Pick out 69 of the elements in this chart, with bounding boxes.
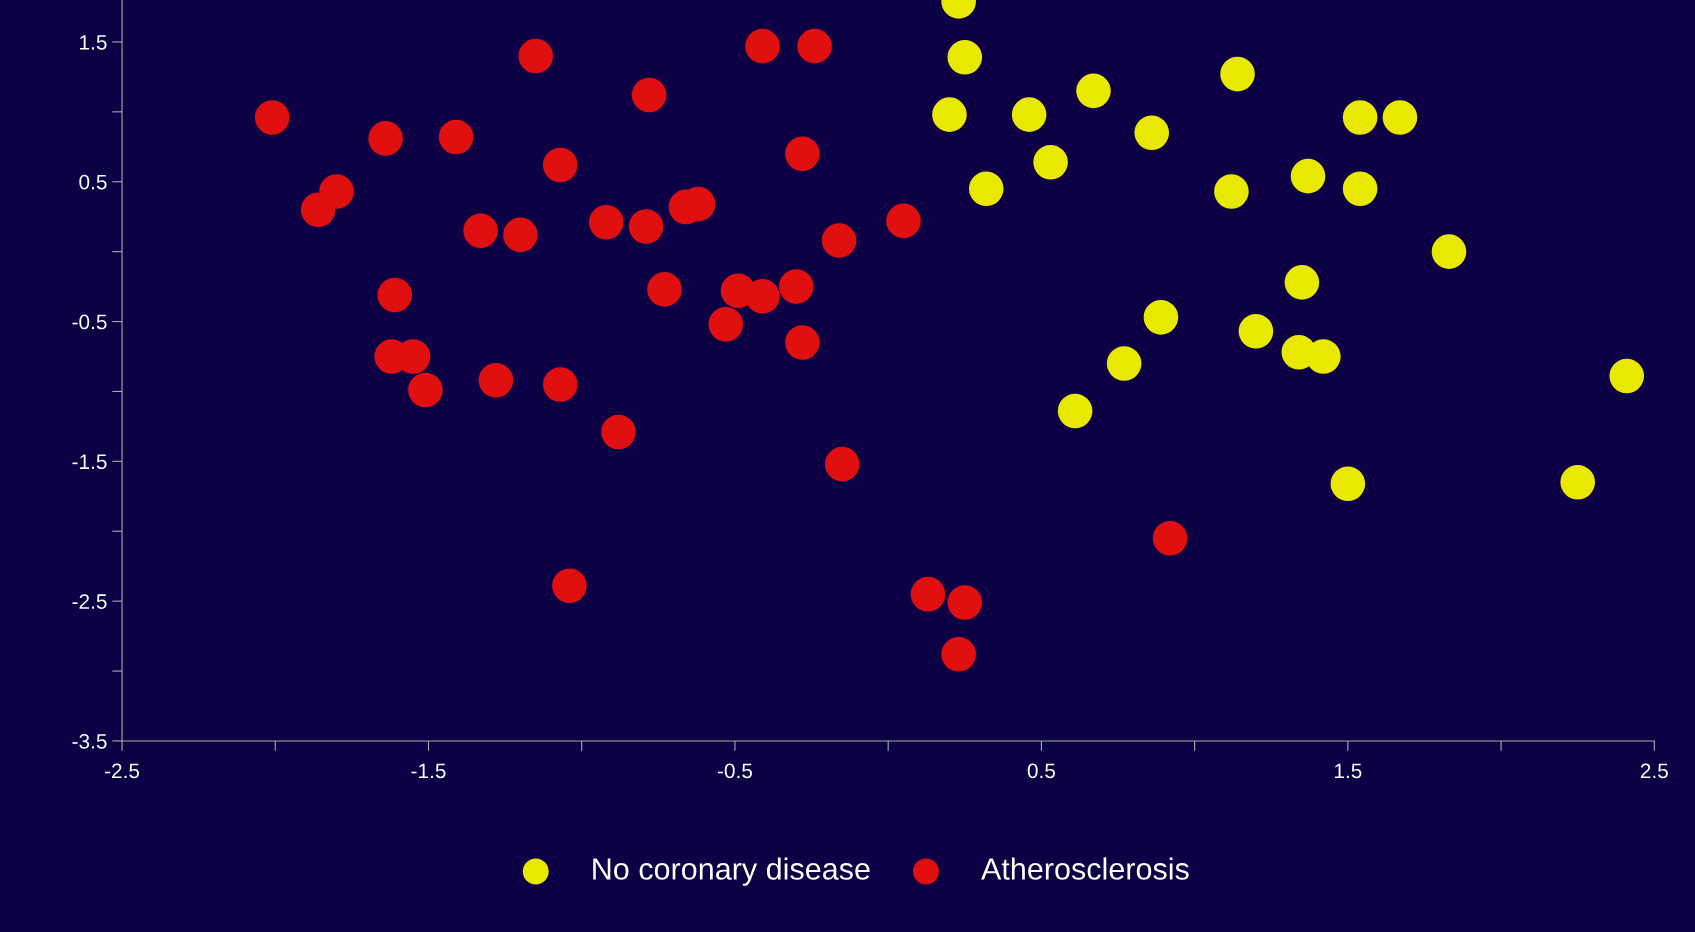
point [1560,465,1595,500]
x-tick-label: 2.5 [1640,763,1668,779]
point [463,213,498,248]
point [478,362,514,398]
point [778,269,814,304]
point [601,414,636,450]
point [1238,314,1274,349]
point [647,272,682,307]
point [254,100,290,135]
y-tick-label: 0.5 [79,174,107,190]
point [785,136,820,172]
point [1609,358,1645,394]
x-tick-label: 0.5 [1027,763,1056,779]
point [1134,115,1170,151]
point [1143,300,1179,335]
y-tick-label: 1.5 [80,35,107,50]
y-tick-label: -2.5 [72,594,107,609]
point [1290,158,1326,194]
point [368,121,403,156]
point [631,77,667,113]
point [941,636,976,672]
point [1214,174,1249,209]
legend-label: No coronary disease [593,857,870,886]
point [1431,234,1467,269]
point [1152,520,1188,556]
y-tick-label: -0.5 [72,314,107,330]
point [1342,171,1378,207]
legend-label: Atherosclerosis [981,857,1189,880]
point [968,171,1004,207]
y-tick-label: -3.5 [72,733,107,749]
point [1057,393,1093,429]
point [438,119,474,155]
x-tick-label: -2.5 [105,763,140,779]
point [503,217,538,253]
point [745,279,780,314]
point [542,367,578,402]
x-tick-label: -1.5 [411,763,446,779]
point [1306,339,1341,374]
point [552,568,587,604]
point [1330,466,1366,501]
point [1011,97,1047,132]
point [542,147,578,183]
point [708,307,744,342]
point [745,28,780,64]
point [319,174,354,209]
point [797,28,832,64]
point [1106,346,1142,381]
point [824,446,860,482]
point [1076,73,1111,109]
point [1220,56,1255,92]
point [1342,100,1378,135]
point [821,223,857,258]
point [947,40,983,75]
x-tick-label: -0.5 [717,763,753,779]
point [1382,100,1418,135]
point [377,277,413,313]
point [408,372,443,408]
point [518,38,554,74]
point [785,325,820,360]
x-tick-label: 1.5 [1334,763,1362,779]
y-tick-label: -1.5 [72,454,107,470]
point [932,97,967,132]
point [628,209,664,244]
point [1284,265,1320,300]
point [910,576,946,612]
point [1033,144,1068,180]
point [947,585,983,620]
point [886,203,921,239]
point [588,204,624,240]
